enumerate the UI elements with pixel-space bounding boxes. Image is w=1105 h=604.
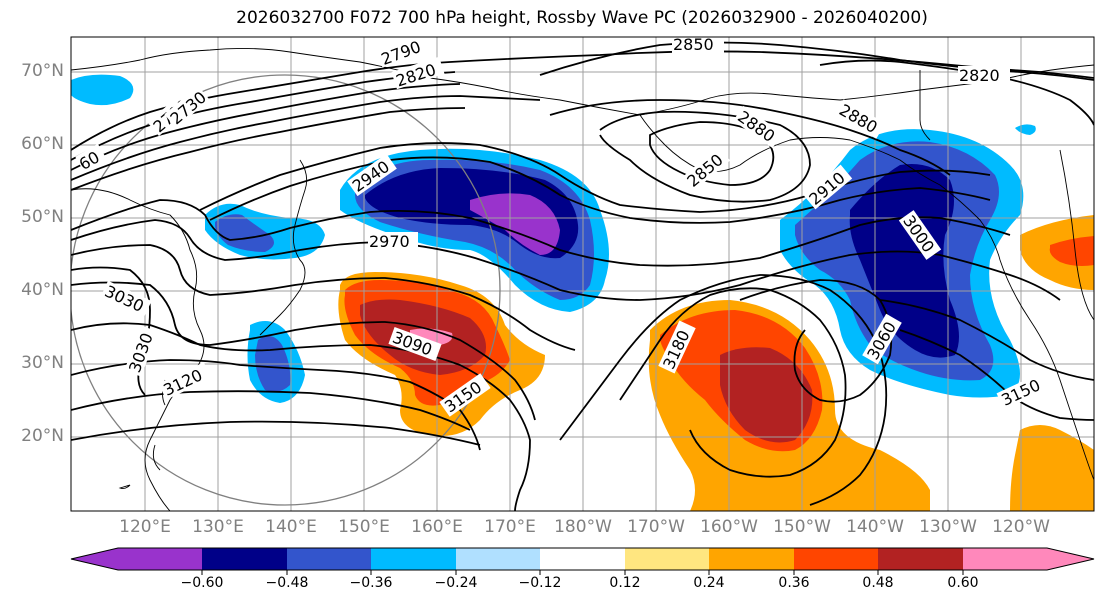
contour-label: 2820 (959, 66, 1000, 85)
lon-label-170w: 170°W (627, 517, 685, 537)
contour-2850-low (649, 121, 775, 186)
colorbar-segment (202, 548, 287, 570)
lon-label-120w: 120°W (992, 517, 1050, 537)
lon-label-130w: 130°W (919, 517, 977, 537)
contour-3030-b (71, 266, 151, 396)
contour-2790 (71, 95, 541, 181)
colorbar-segment (71, 548, 118, 570)
colorbar-tick-label: 0.36 (778, 575, 810, 591)
colorbar-tick-label: 0.24 (693, 575, 725, 591)
contour-label: 2850 (673, 35, 714, 54)
contour-3090 (71, 322, 531, 511)
negative-anomaly-northwest (71, 74, 134, 106)
map-panel: 2790 2850 2820 2820 2700 2730 60 2880 28… (71, 35, 1094, 511)
contour-2760 (71, 83, 461, 171)
colorbar-segment (456, 548, 540, 570)
map-title: 2026032700 F072 700 hPa height, Rossby W… (236, 8, 928, 28)
negative-anomaly-small-northeast (1015, 124, 1036, 135)
lon-label-150w: 150°W (773, 517, 831, 537)
contour-2880 (549, 99, 951, 176)
colorbar-tick-label: 0.60 (947, 575, 979, 591)
lat-label-40n: 40°N (21, 280, 64, 300)
colorbar-segment (540, 548, 625, 570)
colorbar-tick-label: −0.24 (434, 575, 478, 591)
contour-2940 (209, 156, 991, 224)
contour-2970 (71, 199, 1011, 267)
reference-circle (71, 74, 501, 506)
contour-2880-b (599, 110, 811, 203)
colorbar-segment (963, 548, 1047, 570)
contour-3180-east (619, 287, 847, 478)
colorbar-tick-label: 0.48 (862, 575, 894, 591)
colorbar-tick-label: −0.36 (349, 575, 393, 591)
colorbar-segment (709, 548, 794, 570)
lon-label-140w: 140°W (846, 517, 904, 537)
lon-label-140e: 140°E (265, 517, 317, 537)
colorbar-tick-label: −0.12 (518, 575, 562, 591)
colorbar (70, 547, 1095, 575)
lon-label-170e: 170°E (484, 517, 536, 537)
colorbar-segment (625, 548, 709, 570)
contour-3150-east (559, 274, 888, 506)
colorbar-segment (118, 548, 202, 570)
contour-3060-east (739, 279, 893, 403)
contour-3180 (71, 420, 481, 446)
colorbar-segment (287, 548, 371, 570)
contour-2820-west (71, 107, 466, 191)
contour-label: 2970 (369, 232, 410, 251)
colorbar-segment (794, 548, 878, 570)
contour-2730 (71, 71, 456, 161)
colorbar-tick-label: −0.48 (265, 575, 309, 591)
contour-3150 (71, 390, 471, 431)
graticule (71, 37, 1094, 511)
lat-label-50n: 50°N (21, 207, 64, 227)
lon-label-130e: 130°E (192, 517, 244, 537)
lat-label-20n: 20°N (21, 426, 64, 446)
contour-3030-a (71, 244, 576, 351)
lat-label-70n: 70°N (21, 61, 64, 81)
contour-2910 (199, 142, 991, 213)
contour-3060-a (71, 281, 536, 421)
colorbar-segment (1047, 548, 1094, 570)
map-frame (70, 36, 1095, 512)
lon-label-160e: 160°E (411, 517, 463, 537)
lon-label-180w: 180°W (554, 517, 612, 537)
contour-2850-north (539, 41, 1094, 81)
lon-label-160w: 160°W (700, 517, 758, 537)
lon-label-120e: 120°E (119, 517, 171, 537)
colorbar-segment (371, 548, 456, 570)
colorbar-tick-label: 0.12 (609, 575, 641, 591)
colorbar-segment (878, 548, 963, 570)
lat-label-30n: 30°N (21, 353, 64, 373)
lon-label-150e: 150°E (338, 517, 390, 537)
colorbar-tick-label: −0.60 (180, 575, 224, 591)
contour-3120-se (879, 299, 1094, 381)
contour-3000 (71, 219, 1061, 301)
lat-label-60n: 60°N (21, 134, 64, 154)
